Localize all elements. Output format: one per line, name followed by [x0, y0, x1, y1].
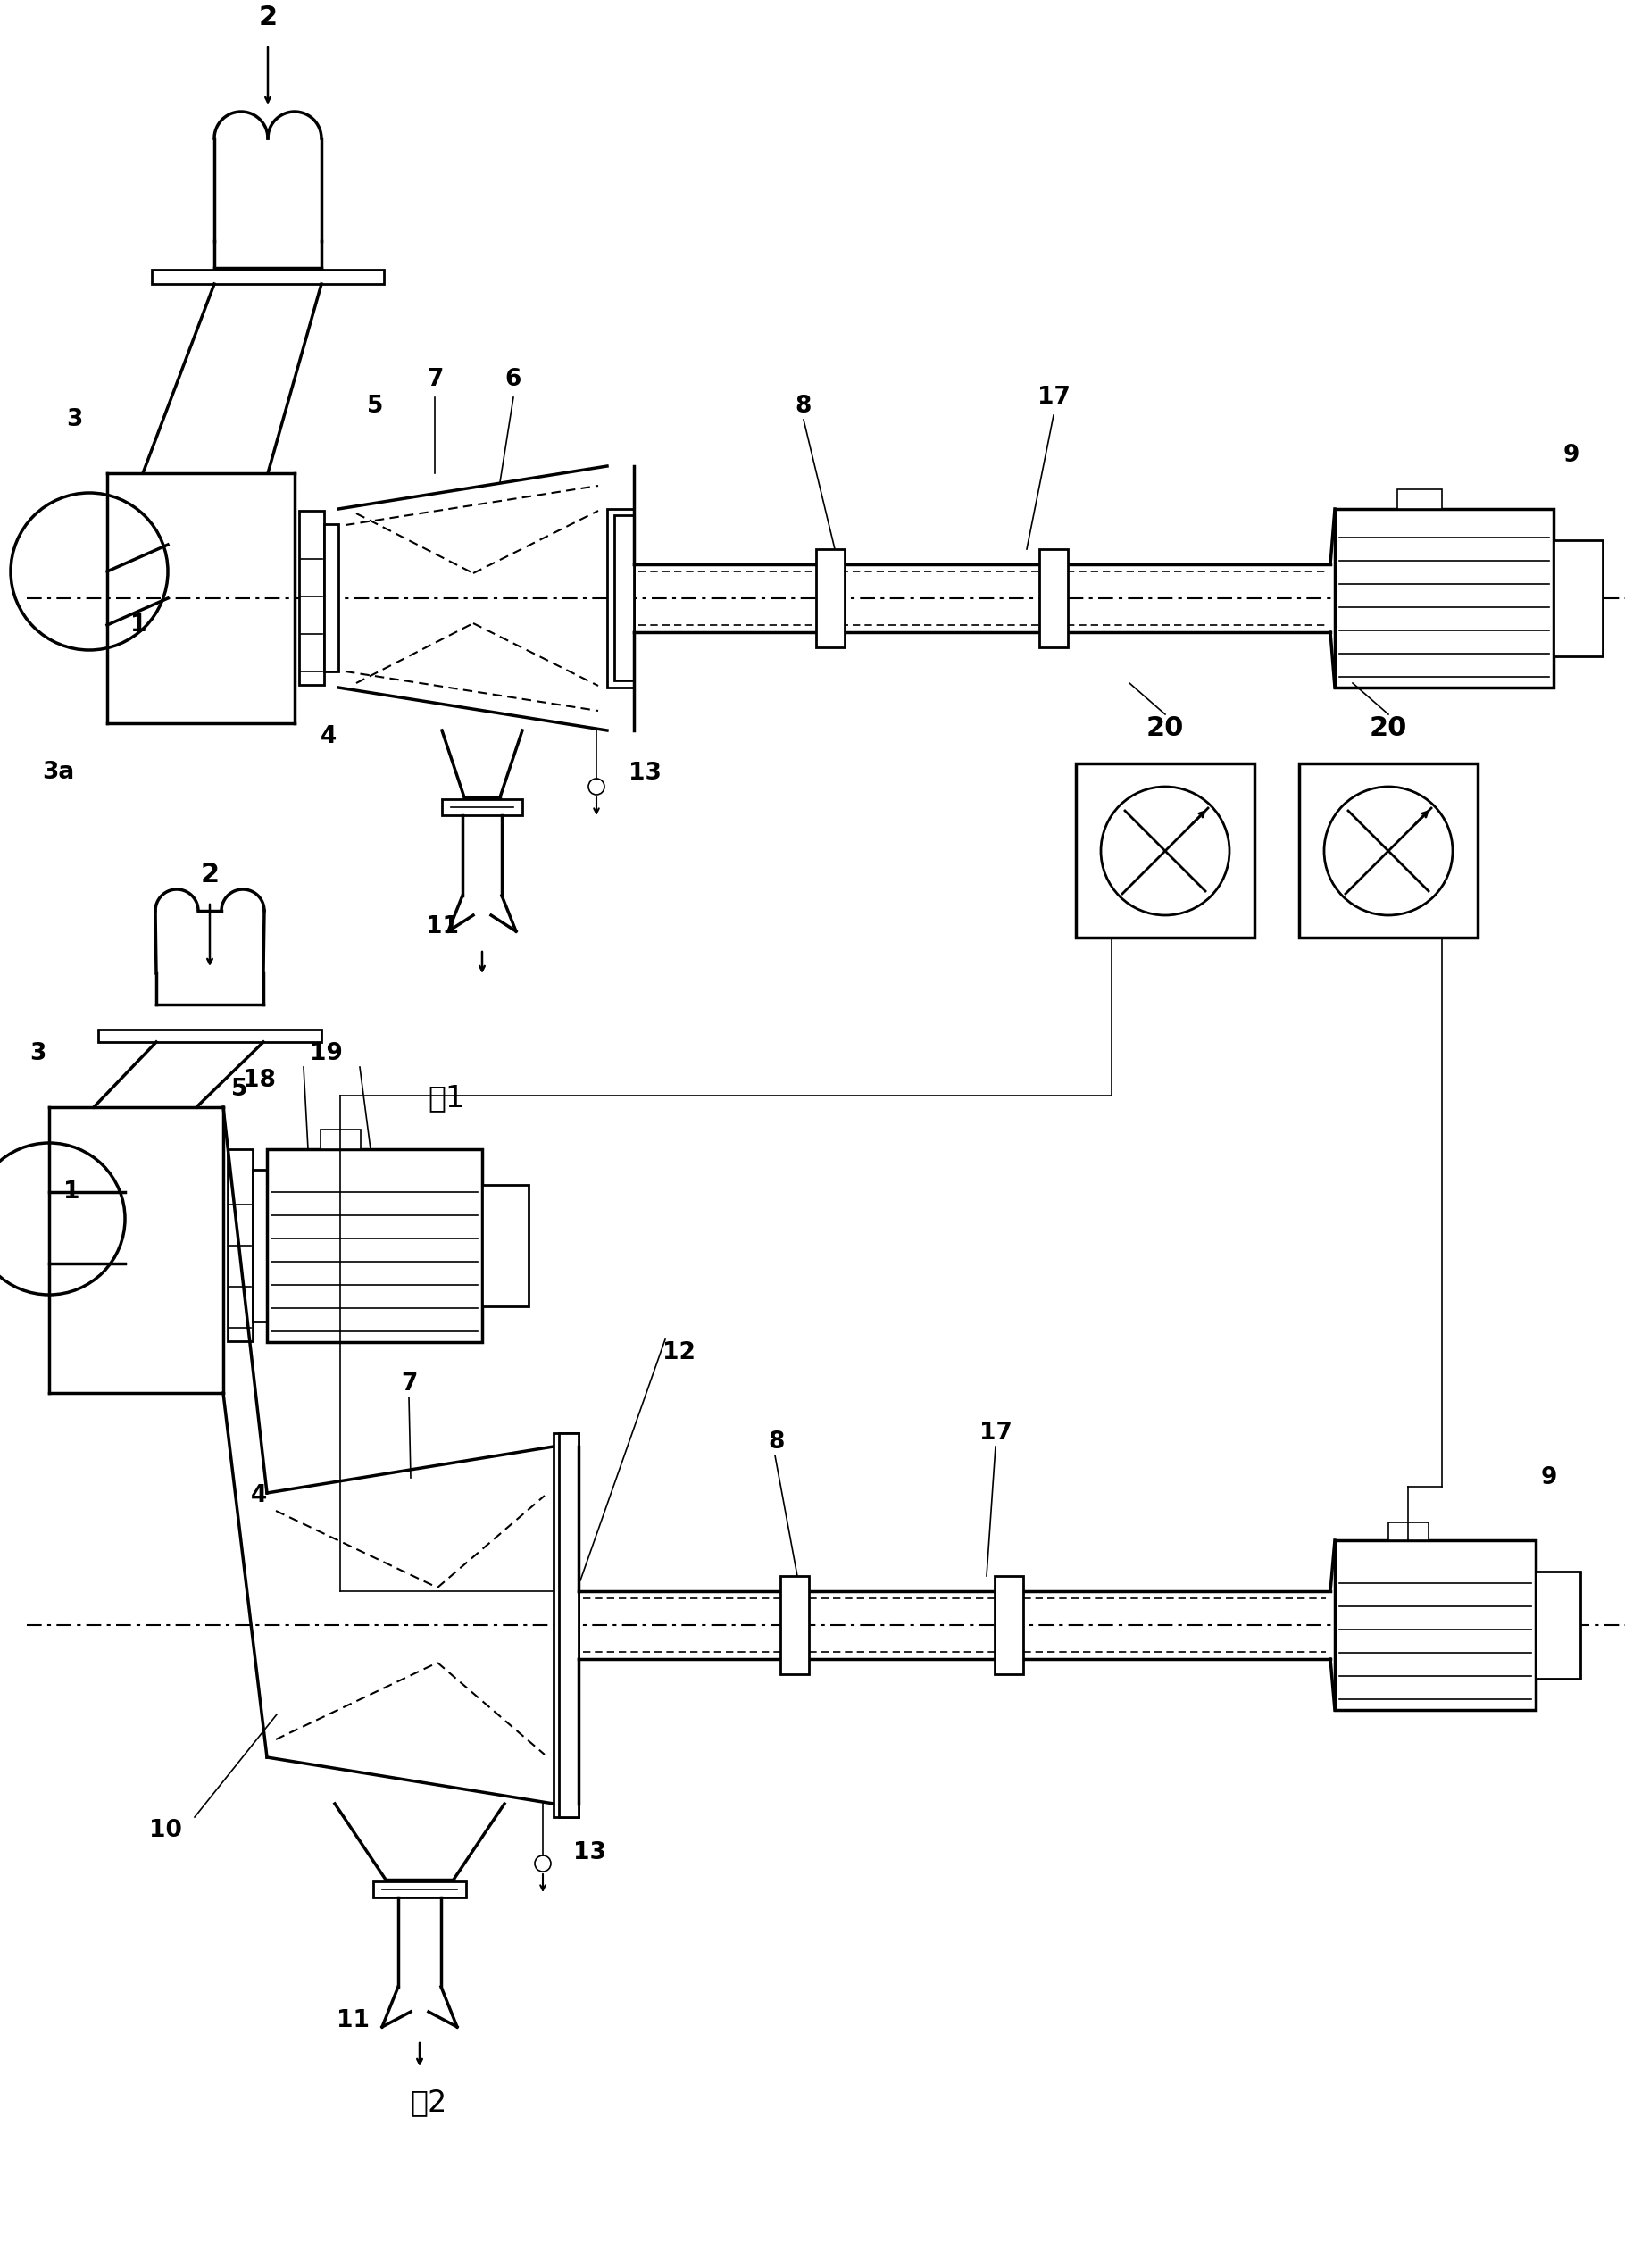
Text: 5: 5: [366, 395, 383, 417]
Bar: [252, 1170, 267, 1322]
Bar: [1396, 490, 1440, 508]
Bar: [267, 1150, 482, 1343]
Text: 9: 9: [1539, 1465, 1556, 1490]
Text: 8: 8: [769, 1431, 784, 1454]
Bar: [780, 1576, 808, 1674]
Text: 1: 1: [130, 612, 147, 637]
Text: 图2: 图2: [409, 2089, 447, 2118]
Bar: [1553, 540, 1602, 655]
Bar: [320, 1129, 360, 1150]
Text: 17: 17: [978, 1422, 1011, 1445]
Bar: [228, 1150, 252, 1340]
Text: 2: 2: [259, 5, 277, 32]
Text: 13: 13: [629, 762, 660, 785]
Text: 6: 6: [505, 367, 521, 390]
Text: 4: 4: [251, 1483, 267, 1508]
Text: 11: 11: [337, 2009, 370, 2032]
Bar: [607, 508, 634, 687]
Bar: [299, 510, 323, 685]
Bar: [323, 524, 338, 671]
Text: 12: 12: [662, 1340, 695, 1365]
Bar: [152, 270, 384, 284]
Bar: [1388, 1522, 1427, 1540]
Text: 图1: 图1: [427, 1084, 465, 1114]
Text: 11: 11: [426, 916, 459, 939]
Bar: [97, 1030, 322, 1041]
Bar: [373, 1882, 465, 1898]
Bar: [1299, 764, 1477, 937]
Text: 7: 7: [401, 1372, 417, 1395]
Text: 7: 7: [426, 367, 442, 390]
Text: 3: 3: [66, 408, 83, 431]
Bar: [553, 1433, 578, 1817]
Text: 3a: 3a: [41, 760, 74, 785]
Bar: [442, 798, 521, 814]
Text: 5: 5: [231, 1077, 248, 1100]
Text: 10: 10: [148, 1819, 182, 1842]
Bar: [815, 549, 845, 646]
Text: 8: 8: [795, 395, 812, 417]
Text: 18: 18: [243, 1068, 276, 1091]
Bar: [993, 1576, 1023, 1674]
Text: 2: 2: [200, 862, 219, 889]
Text: 17: 17: [1036, 386, 1069, 408]
Bar: [1335, 508, 1553, 687]
Bar: [559, 1433, 578, 1817]
Text: 20: 20: [1370, 714, 1406, 742]
Bar: [1076, 764, 1254, 937]
Text: 1: 1: [63, 1179, 79, 1204]
Bar: [614, 515, 634, 680]
Text: 3: 3: [30, 1041, 46, 1066]
Bar: [1040, 549, 1068, 646]
Bar: [1535, 1572, 1579, 1678]
Text: 13: 13: [573, 1842, 606, 1864]
Text: 9: 9: [1563, 445, 1579, 467]
Text: 19: 19: [309, 1041, 342, 1066]
Text: 20: 20: [1145, 714, 1183, 742]
Bar: [482, 1184, 528, 1306]
Text: 4: 4: [320, 726, 337, 748]
Bar: [1335, 1540, 1535, 1710]
